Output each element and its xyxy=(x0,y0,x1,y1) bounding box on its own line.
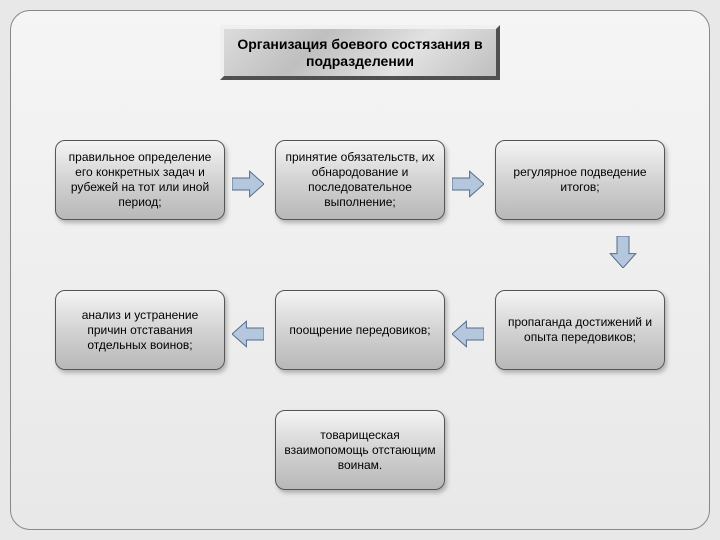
title-text: Организация боевого состязания в подразд… xyxy=(230,36,490,70)
node-text: товарищеская взаимопомощь отстающим воин… xyxy=(282,428,438,473)
node-step-2: принятие обязательств, их обнародование … xyxy=(275,140,445,220)
node-step-4: анализ и устранение причин отставания от… xyxy=(55,290,225,370)
node-text: поощрение передовиков; xyxy=(289,323,430,338)
node-step-6: пропаганда достижений и опыта передовико… xyxy=(495,290,665,370)
node-text: принятие обязательств, их обнародование … xyxy=(282,150,438,210)
node-text: регулярное подведение итогов; xyxy=(502,165,658,195)
flow-arrow-right xyxy=(452,168,484,200)
node-text: правильное определение его конкретных за… xyxy=(62,150,218,210)
node-text: анализ и устранение причин отставания от… xyxy=(62,308,218,353)
slide-canvas: Организация боевого состязания в подразд… xyxy=(0,0,720,540)
node-text: пропаганда достижений и опыта передовико… xyxy=(502,315,658,345)
flow-arrow-right xyxy=(232,168,264,200)
title-box: Организация боевого состязания в подразд… xyxy=(220,25,500,80)
node-step-5: поощрение передовиков; xyxy=(275,290,445,370)
node-step-3: регулярное подведение итогов; xyxy=(495,140,665,220)
flow-arrow-down xyxy=(607,236,639,268)
node-step-1: правильное определение его конкретных за… xyxy=(55,140,225,220)
node-step-7: товарищеская взаимопомощь отстающим воин… xyxy=(275,410,445,490)
flow-arrow-left xyxy=(232,318,264,350)
flow-arrow-left xyxy=(452,318,484,350)
